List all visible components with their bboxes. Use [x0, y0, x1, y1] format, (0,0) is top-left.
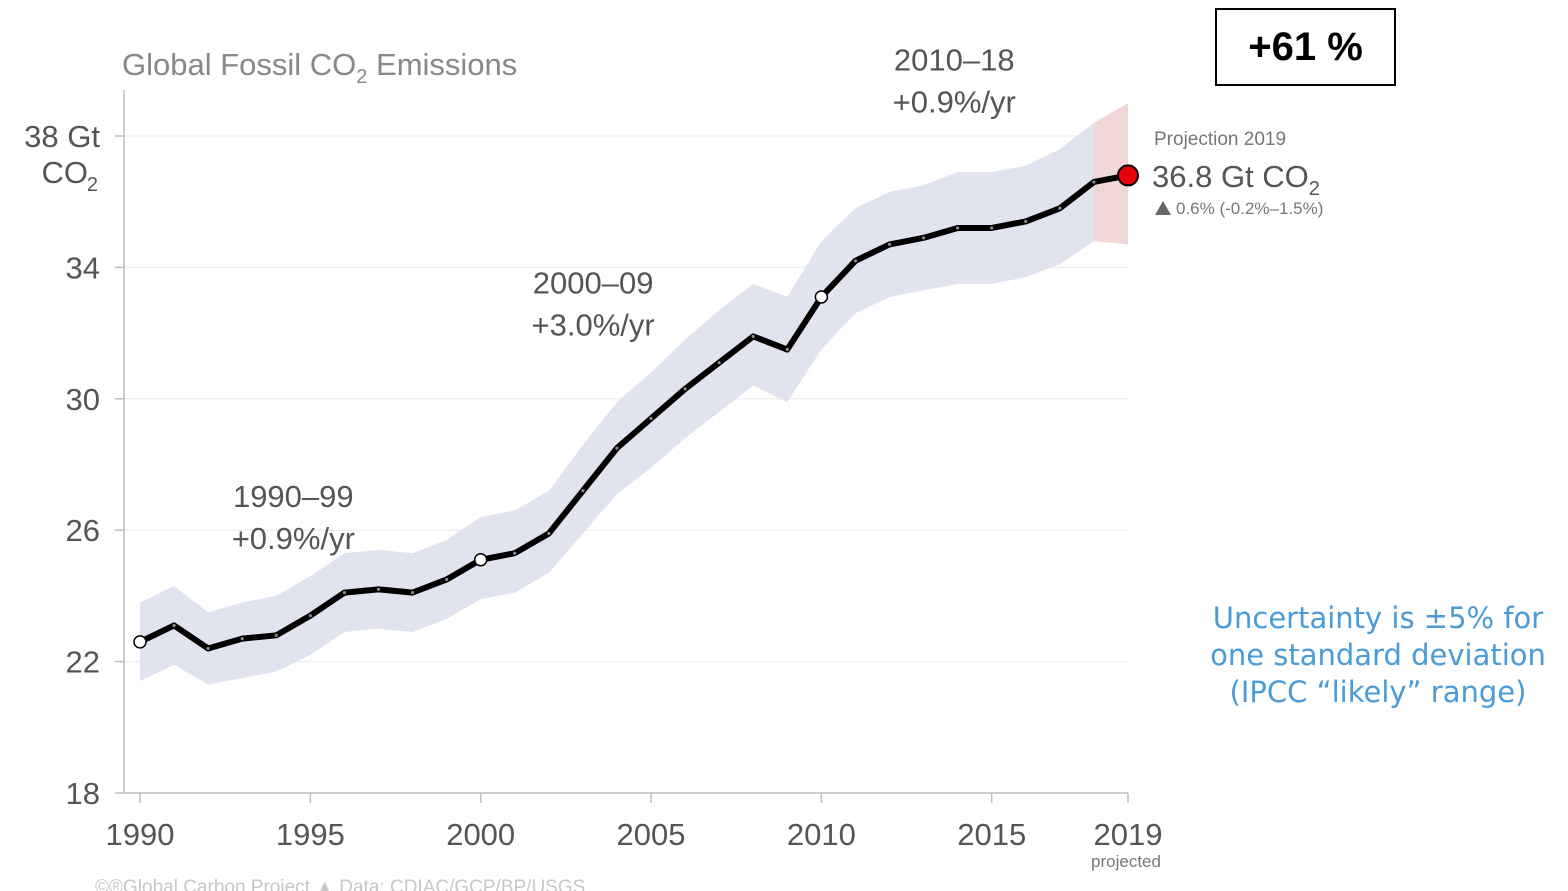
chart-title-subscript: 2	[356, 66, 367, 88]
annotation-period: 1990–99	[233, 479, 354, 514]
projection-value-text: 36.8 Gt CO	[1152, 159, 1309, 194]
x-tick-label: 2010	[787, 817, 856, 852]
y-tick-label: 30	[66, 382, 100, 417]
emissions-line	[137, 172, 1131, 652]
data-point	[751, 334, 755, 338]
y-unit-subscript: 2	[87, 174, 98, 196]
uncertainty-note-line: (IPCC “likely” range)	[1229, 675, 1527, 710]
chart-title-main: Global Fossil CO	[122, 47, 356, 82]
y-unit-label: CO	[42, 155, 89, 190]
annotation-rate: +0.9%/yr	[232, 521, 355, 556]
data-point	[206, 646, 210, 651]
data-point	[342, 591, 347, 595]
data-point-marker	[814, 290, 829, 304]
data-point	[172, 623, 176, 628]
data-point	[649, 416, 653, 421]
projection-heading: Projection 2019	[1154, 129, 1286, 150]
data-point	[1024, 219, 1028, 224]
data-point	[853, 259, 858, 263]
data-point	[1092, 180, 1096, 184]
data-point	[785, 347, 789, 352]
data-point	[376, 587, 381, 591]
projection-value: 36.8 Gt CO2	[1152, 159, 1320, 200]
y-tick-label: 38 Gt	[24, 119, 100, 154]
projection-value-subscript: 2	[1309, 178, 1320, 200]
annotation-rate: +0.9%/yr	[893, 84, 1016, 119]
data-point	[445, 577, 449, 582]
y-tick-label: 26	[66, 513, 100, 548]
data-point	[717, 361, 721, 365]
x-tick-label: 1990	[106, 817, 175, 852]
data-point	[887, 242, 892, 247]
y-tick-label: 34	[66, 250, 100, 285]
change-badge: +61 %	[1215, 8, 1396, 86]
y-tick-label: 18	[66, 776, 100, 811]
data-point	[581, 489, 585, 493]
footer-credit: ©®Global Carbon Project ▲ Data: CDIAC/GC…	[95, 877, 585, 891]
chart-title-rest: Emissions	[367, 47, 517, 82]
data-point-marker	[133, 635, 147, 649]
data-point	[547, 531, 551, 536]
x-tick-label: 2015	[957, 817, 1026, 852]
uncertainty-note: Uncertainty is ±5% for one standard devi…	[1180, 600, 1568, 711]
data-point	[240, 637, 244, 641]
annotation-period: 2010–18	[894, 42, 1015, 77]
projection-change: 0.6% (-0.2%–1.5%)	[1176, 199, 1323, 218]
emissions-series	[133, 164, 1139, 652]
data-point	[921, 236, 926, 240]
x-tick-label: 1995	[276, 817, 345, 852]
data-point-marker	[473, 553, 488, 567]
period-annotations: 1990–99 +0.9%/yr 2000–09 +3.0%/yr 2010–18 +0.…	[232, 42, 1016, 556]
projection-label: Projection 2019 36.8 Gt CO2 0.6% (-0.2%–…	[1152, 129, 1323, 218]
uncertainty-band-area	[140, 113, 1128, 685]
x-tick-label: 2000	[446, 817, 515, 852]
uncertainty-band	[140, 103, 1128, 685]
data-point	[274, 633, 278, 637]
data-point	[615, 446, 619, 450]
projection-band	[1093, 103, 1128, 245]
projection-marker	[1117, 164, 1139, 187]
data-point	[1058, 206, 1062, 210]
data-point	[410, 591, 415, 595]
data-point	[990, 226, 994, 230]
data-point	[956, 226, 960, 230]
x-tick-label: 2019	[1094, 817, 1163, 852]
x-tick-label: 2005	[617, 817, 686, 852]
data-point	[308, 614, 312, 618]
uncertainty-note-line: Uncertainty is ±5% for	[1212, 601, 1544, 635]
chart-title: Global Fossil CO2 Emissions	[122, 47, 517, 88]
x-tick-sublabel: projected	[1091, 852, 1161, 871]
data-point	[683, 387, 687, 391]
annotation-rate: +3.0%/yr	[532, 308, 655, 343]
uncertainty-note-line: one standard deviation	[1210, 638, 1546, 673]
annotation-period: 2000–09	[533, 266, 654, 301]
up-triangle-icon	[1155, 201, 1171, 215]
data-point	[513, 551, 517, 555]
y-tick-label: 22	[66, 645, 100, 680]
